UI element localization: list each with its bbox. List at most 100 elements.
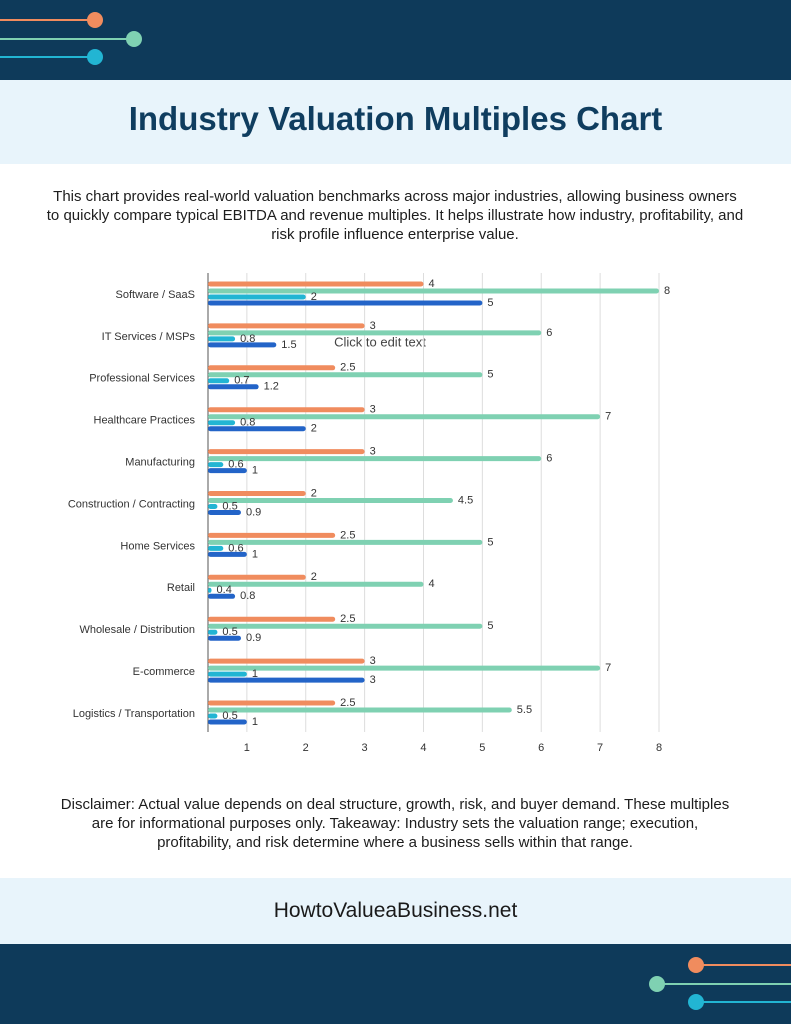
bar (208, 372, 483, 378)
value-label: 5.5 (517, 704, 532, 716)
value-label: 3 (370, 404, 376, 416)
bar (208, 491, 306, 496)
value-label: 7 (605, 662, 611, 674)
annotation: Click to edit text (334, 334, 426, 349)
value-label: 0.7 (234, 375, 249, 387)
title: Industry Valuation Multiples Chart (128, 100, 663, 137)
value-label: 0.9 (246, 506, 261, 518)
bar (208, 323, 365, 329)
value-label: 5 (487, 620, 493, 632)
bar (208, 300, 483, 306)
bar (208, 426, 306, 432)
y-tick-label: Healthcare Practices (94, 415, 196, 427)
value-label: 6 (546, 327, 552, 339)
bar (208, 700, 336, 706)
value-label: 0.8 (240, 417, 255, 429)
bar (208, 658, 365, 664)
bar (208, 504, 218, 509)
bar (208, 407, 365, 413)
bar (208, 456, 542, 462)
bar (208, 281, 424, 287)
bar (208, 378, 230, 384)
value-label: 1 (252, 716, 258, 728)
y-tick-label: Construction / Contracting (68, 498, 195, 510)
value-label: 2.5 (340, 362, 355, 374)
bar (208, 545, 224, 551)
value-label: 2 (311, 487, 317, 499)
bar (208, 384, 259, 390)
y-tick-label: IT Services / MSPs (102, 331, 196, 343)
value-label: 6 (546, 453, 552, 465)
bar (208, 635, 241, 641)
x-tick-label: 8 (656, 742, 662, 754)
footer-band (0, 878, 791, 944)
bar (208, 587, 212, 593)
title-band (0, 80, 791, 164)
value-label: 4 (428, 578, 434, 590)
y-tick-label: Logistics / Transportation (73, 708, 195, 720)
bar (208, 623, 483, 629)
x-tick-label: 5 (479, 742, 485, 754)
value-label: 1 (252, 465, 258, 477)
x-tick-label: 3 (362, 742, 368, 754)
x-tick-label: 2 (303, 742, 309, 754)
site-url: HowtoValueaBusiness.net (273, 899, 518, 922)
value-label: 0.8 (240, 333, 255, 345)
value-label: 0.8 (240, 590, 255, 602)
value-label: 8 (664, 285, 670, 297)
bar (208, 616, 336, 622)
value-label: 0.5 (222, 500, 237, 512)
bar (208, 677, 365, 683)
value-label: 4 (428, 278, 434, 290)
bar (208, 532, 336, 538)
bar (208, 498, 453, 503)
y-tick-label: Professional Services (89, 373, 195, 385)
bar (208, 365, 336, 371)
bar (208, 551, 247, 557)
value-label: 2 (311, 423, 317, 435)
bar (208, 462, 224, 468)
value-label: 3 (370, 674, 376, 686)
bar (208, 707, 512, 713)
bar (208, 468, 247, 474)
bar (208, 581, 424, 587)
y-tick-label: Home Services (120, 540, 195, 552)
y-tick-label: Manufacturing (125, 457, 195, 469)
y-tick-label: Software / SaaS (116, 289, 196, 301)
value-label: 0.4 (217, 584, 232, 596)
x-tick-label: 4 (420, 742, 426, 754)
value-label: 2 (311, 291, 317, 303)
y-tick-label: Retail (167, 582, 195, 594)
y-tick-label: Wholesale / Distribution (79, 624, 195, 636)
bar (208, 342, 277, 348)
value-label: 0.5 (222, 710, 237, 722)
value-label: 0.9 (246, 632, 261, 644)
bar (208, 574, 306, 580)
bar (208, 713, 218, 719)
value-label: 0.5 (222, 626, 237, 638)
bar (208, 671, 247, 677)
x-tick-label: 7 (597, 742, 603, 754)
value-label: 1 (252, 668, 258, 680)
value-label: 1.5 (281, 339, 296, 351)
value-label: 3 (370, 446, 376, 458)
bar (208, 539, 483, 545)
disclaimer: Disclaimer: Actual value depends on deal… (60, 796, 730, 851)
value-label: 3 (370, 320, 376, 332)
value-label: 2.5 (340, 613, 355, 625)
value-label: 0.6 (228, 542, 243, 554)
bar (208, 288, 659, 294)
bar (208, 593, 236, 599)
y-tick-label: E-commerce (133, 666, 195, 678)
value-label: 2.5 (340, 529, 355, 541)
bar (208, 420, 236, 426)
bar (208, 510, 241, 515)
bar (208, 294, 306, 300)
value-label: 5 (487, 297, 493, 309)
value-label: 2 (311, 571, 317, 583)
value-label: 5 (487, 536, 493, 548)
value-label: 7 (605, 411, 611, 423)
value-label: 3 (370, 655, 376, 667)
value-label: 2.5 (340, 697, 355, 709)
